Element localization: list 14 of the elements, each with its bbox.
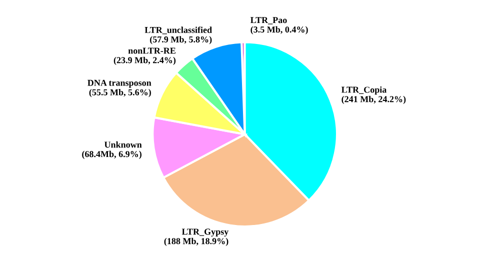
- data-label: (23.9 Mb, 2.4%): [114, 56, 176, 66]
- slice-label: LTR_Pao: [250, 17, 287, 24]
- slice-label: Unknown: [104, 141, 142, 148]
- data-label: (188 Mb, 18.9%): [164, 238, 228, 246]
- slice-label: LTR_Gypsy: [182, 228, 229, 237]
- data-label: (68.4Mb, 6.9%): [82, 150, 142, 159]
- slice-label: LTR_unclassified: [144, 26, 212, 34]
- slice-label: nonLTR-RE: [128, 48, 176, 54]
- data-label: (241 Mb, 24.2%): [342, 96, 406, 104]
- data-label: (57.9 Mb, 5.8%): [150, 36, 212, 44]
- data-label: (55.5 Mb, 5.6%): [89, 88, 151, 98]
- data-label: (3.5 Mb, 0.4%): [250, 26, 308, 34]
- slice-label: DNA transposon: [88, 80, 152, 88]
- slice-label: LTR_Copia: [341, 86, 387, 95]
